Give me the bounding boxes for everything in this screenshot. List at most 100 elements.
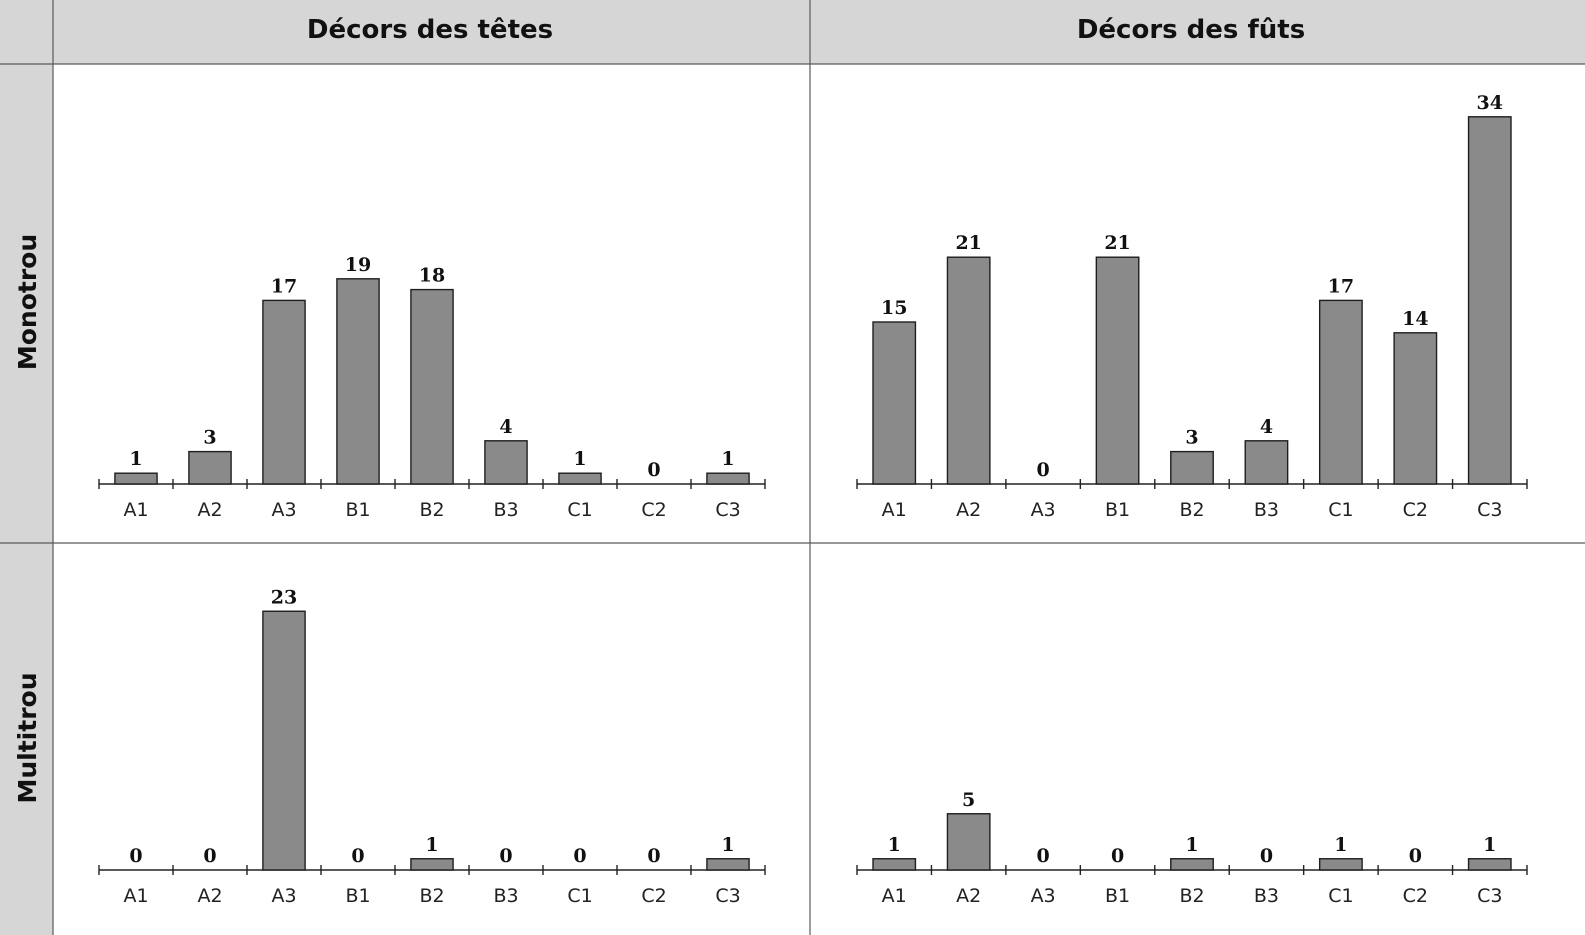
value-label-b3: 0 bbox=[1260, 845, 1273, 867]
panel-multitrou-futs: 1 A1 5 A2 0 A3 0 B1 1 B2 0 B3 1 C1 0 C2 1 C3 bbox=[856, 789, 1528, 907]
value-label-b3: 4 bbox=[1260, 416, 1273, 438]
tick-label-b2: B2 bbox=[419, 499, 444, 521]
value-label-c1: 17 bbox=[1328, 275, 1354, 297]
bar-a2 bbox=[946, 256, 991, 485]
tick-label-a2: A2 bbox=[197, 885, 222, 907]
bar-b2 bbox=[410, 288, 454, 485]
tick-label-b1: B1 bbox=[1105, 499, 1130, 521]
bar-b2 bbox=[1170, 858, 1214, 871]
tick-label-c2: C2 bbox=[1403, 499, 1428, 521]
row-title-multitrou: Multitrou bbox=[13, 672, 42, 803]
bar-a3 bbox=[262, 610, 306, 871]
value-label-b1: 0 bbox=[351, 845, 364, 867]
value-label-c2: 0 bbox=[647, 845, 660, 867]
value-label-a3: 17 bbox=[271, 275, 297, 297]
bar-b2 bbox=[410, 858, 454, 871]
value-label-b2: 1 bbox=[425, 834, 438, 856]
bar-c1 bbox=[1318, 299, 1363, 485]
bar-b3 bbox=[484, 440, 528, 485]
tick-label-c3: C3 bbox=[715, 499, 740, 521]
bar-c1 bbox=[558, 472, 602, 485]
value-label-b3: 0 bbox=[499, 845, 512, 867]
bar-c1 bbox=[1318, 858, 1363, 871]
value-label-c2: 0 bbox=[647, 459, 660, 481]
tick-label-b1: B1 bbox=[1105, 885, 1130, 907]
panel-monotrou-futs: 15 A1 21 A2 0 A3 21 B1 3 B2 4 B3 17 C1 14 C2 34 C3 bbox=[856, 92, 1528, 521]
tick-label-c1: C1 bbox=[567, 499, 592, 521]
tick-label-b3: B3 bbox=[1254, 499, 1279, 521]
panel-multitrou-tetes: 0 A1 0 A2 23 A3 0 B1 1 B2 0 B3 0 C1 0 C2 1 C3 bbox=[98, 586, 766, 907]
tick-label-c3: C3 bbox=[715, 885, 740, 907]
tick-label-c3: C3 bbox=[1477, 885, 1502, 907]
value-label-a3: 0 bbox=[1036, 459, 1049, 481]
bar-a1 bbox=[872, 321, 917, 485]
value-label-c3: 1 bbox=[1483, 834, 1496, 856]
tick-label-a1: A1 bbox=[123, 499, 148, 521]
bar-a3 bbox=[262, 299, 306, 485]
value-label-c3: 1 bbox=[721, 834, 734, 856]
tick-label-a3: A3 bbox=[1031, 885, 1056, 907]
tick-label-c2: C2 bbox=[1403, 885, 1428, 907]
tick-label-c2: C2 bbox=[641, 499, 666, 521]
tick-label-b1: B1 bbox=[345, 885, 370, 907]
tick-label-a2: A2 bbox=[956, 499, 981, 521]
value-label-b2: 1 bbox=[1185, 834, 1198, 856]
bar-a1 bbox=[872, 858, 917, 871]
bar-c3 bbox=[706, 858, 750, 871]
tick-label-c1: C1 bbox=[1328, 499, 1353, 521]
value-label-b3: 4 bbox=[499, 416, 512, 438]
tick-label-a3: A3 bbox=[271, 885, 296, 907]
value-label-c1: 1 bbox=[573, 448, 586, 470]
bar-b3 bbox=[1244, 440, 1289, 485]
value-label-a2: 5 bbox=[962, 789, 975, 811]
value-label-c2: 14 bbox=[1402, 308, 1428, 330]
value-label-c1: 0 bbox=[573, 845, 586, 867]
value-label-c3: 34 bbox=[1477, 92, 1503, 114]
value-label-b1: 0 bbox=[1111, 845, 1124, 867]
tick-label-b2: B2 bbox=[1179, 499, 1204, 521]
tick-label-c1: C1 bbox=[567, 885, 592, 907]
value-label-a2: 21 bbox=[955, 232, 981, 254]
bar-c3 bbox=[706, 472, 750, 485]
row-label-band bbox=[0, 0, 53, 935]
column-title-futs: Décors des fûts bbox=[1077, 15, 1305, 45]
column-header-band bbox=[0, 0, 1585, 64]
bar-a2 bbox=[946, 813, 991, 871]
tick-label-b2: B2 bbox=[1179, 885, 1204, 907]
tick-label-a3: A3 bbox=[271, 499, 296, 521]
value-label-a2: 3 bbox=[203, 427, 216, 449]
tick-label-b3: B3 bbox=[1254, 885, 1279, 907]
tick-label-a3: A3 bbox=[1031, 499, 1056, 521]
tick-label-a1: A1 bbox=[882, 885, 907, 907]
value-label-a3: 23 bbox=[271, 586, 297, 608]
tick-label-c3: C3 bbox=[1477, 499, 1502, 521]
value-label-c1: 1 bbox=[1334, 834, 1347, 856]
value-label-b2: 18 bbox=[419, 265, 445, 287]
bar-c3 bbox=[1467, 116, 1512, 485]
tick-label-a2: A2 bbox=[956, 885, 981, 907]
tick-label-a2: A2 bbox=[197, 499, 222, 521]
value-label-b1: 19 bbox=[345, 254, 371, 276]
bar-a2 bbox=[188, 450, 232, 485]
tick-label-a1: A1 bbox=[882, 499, 907, 521]
tick-label-c2: C2 bbox=[641, 885, 666, 907]
value-label-b1: 21 bbox=[1104, 232, 1130, 254]
bar-a1 bbox=[114, 472, 158, 485]
column-title-tetes: Décors des têtes bbox=[307, 15, 553, 45]
tick-label-b1: B1 bbox=[345, 499, 370, 521]
value-label-a1: 0 bbox=[129, 845, 142, 867]
value-label-c2: 0 bbox=[1409, 845, 1422, 867]
value-label-b2: 3 bbox=[1185, 427, 1198, 449]
tick-label-b2: B2 bbox=[419, 885, 444, 907]
tick-label-b3: B3 bbox=[493, 499, 518, 521]
value-label-a1: 1 bbox=[129, 448, 142, 470]
value-label-a3: 0 bbox=[1036, 845, 1049, 867]
bar-b1 bbox=[336, 278, 380, 485]
value-label-c3: 1 bbox=[721, 448, 734, 470]
panel-monotrou-tetes: 1 A1 3 A2 17 A3 19 B1 18 B2 4 B3 1 C1 0 C2 1 C3 bbox=[98, 254, 766, 521]
tick-label-c1: C1 bbox=[1328, 885, 1353, 907]
bar-c3 bbox=[1467, 858, 1512, 871]
bar-c2 bbox=[1393, 332, 1438, 485]
value-label-a1: 1 bbox=[888, 834, 901, 856]
